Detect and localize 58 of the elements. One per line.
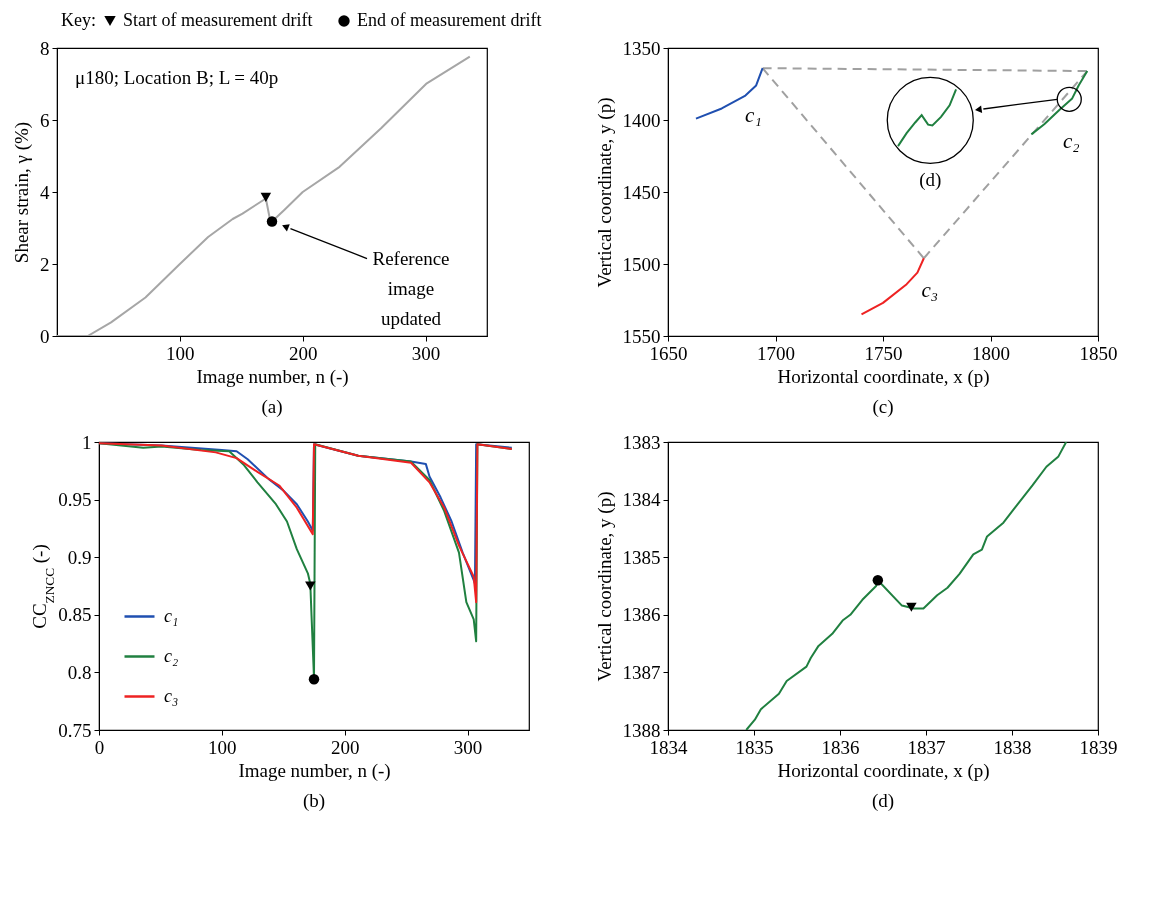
y-tick-label: 1387 <box>622 661 661 683</box>
y-axis-title: Vertical coordinate, y (p) <box>593 97 616 288</box>
legend-label: c₃ <box>163 685 178 706</box>
annotation: μ180; Location B; L = 40p <box>75 67 279 88</box>
x-axis-title: Image number, n (-) <box>196 365 349 388</box>
x-tick-label: 200 <box>330 736 359 758</box>
x-axis-title: Horizontal coordinate, x (p) <box>777 365 990 388</box>
x-axis-title: Image number, n (-) <box>237 759 391 782</box>
y-axis-title: Shear strain, γ (%) <box>11 121 33 264</box>
y-tick-label: 8 <box>40 37 50 59</box>
x-tick-label: 300 <box>411 342 441 364</box>
x-tick-label: 1839 <box>1079 736 1118 758</box>
x-tick-label: 1700 <box>757 342 795 364</box>
series-label: c₃ <box>921 278 939 303</box>
legend-label: c₂ <box>163 645 178 666</box>
text: (a) <box>261 396 283 418</box>
y-tick-label: 1385 <box>622 546 661 568</box>
text: (b) <box>302 790 325 812</box>
y-tick-label: 4 <box>40 181 50 203</box>
text: (c) <box>872 396 894 418</box>
x-tick-label: 200 <box>288 342 318 364</box>
legend-label: c₁ <box>163 605 178 626</box>
y-tick-label: 0.95 <box>57 489 91 511</box>
y-tick-label: 1383 <box>622 431 661 453</box>
y-tick-label: 1386 <box>622 604 661 626</box>
x-axis-title: Horizontal coordinate, x (p) <box>777 759 990 782</box>
legend-label: Start of measurement drift <box>123 10 313 30</box>
x-tick-label: 1835 <box>735 736 774 758</box>
x-tick-label: 1837 <box>907 736 946 758</box>
series-label: c₂ <box>1062 128 1080 153</box>
y-tick-label: 0.8 <box>67 661 91 683</box>
y-tick-label: 1 <box>81 431 91 453</box>
y-tick-label: 6 <box>40 109 50 131</box>
annotation: (d) <box>919 169 942 192</box>
y-tick-label: 2 <box>40 253 50 275</box>
y-tick-label: 0 <box>40 325 50 347</box>
y-tick-label: 1350 <box>622 37 661 59</box>
text: (d) <box>871 790 895 812</box>
y-tick-label: 1450 <box>622 181 661 203</box>
y-tick-label: 1500 <box>622 253 661 275</box>
x-tick-label: 1800 <box>972 342 1010 364</box>
x-tick-label: 300 <box>453 736 482 758</box>
y-tick-label: 0.75 <box>57 719 91 741</box>
annotation: Reference image updated <box>372 247 450 329</box>
legend-label: End of measurement drift <box>357 10 542 30</box>
legend-title: Key: <box>61 10 96 30</box>
x-tick-label: 100 <box>207 736 237 758</box>
x-tick-label: 1850 <box>1079 342 1118 364</box>
y-tick-label: 1400 <box>622 109 661 131</box>
x-tick-label: 100 <box>166 342 195 364</box>
x-tick-label: 1750 <box>864 342 903 364</box>
series-label: c₁ <box>745 102 762 127</box>
y-tick-label: 0.85 <box>57 604 91 626</box>
x-tick-label: 1838 <box>993 736 1032 758</box>
y-tick-label: 1384 <box>622 489 661 511</box>
y-axis-title: Vertical coordinate, y (p) <box>593 491 616 682</box>
y-tick-label: 0.9 <box>67 546 91 568</box>
x-tick-label: 1836 <box>821 736 860 758</box>
